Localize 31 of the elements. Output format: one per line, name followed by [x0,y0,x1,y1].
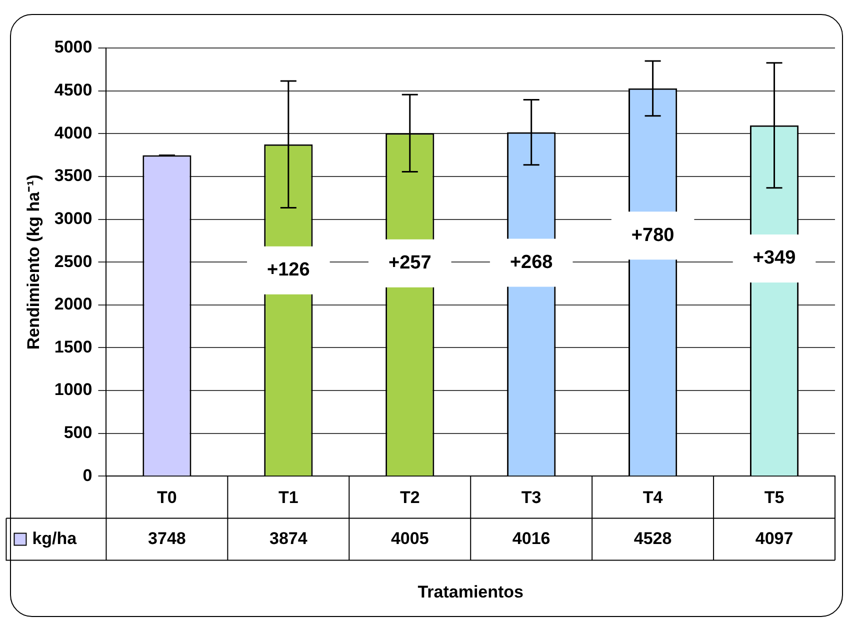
annotation: +268 [510,252,553,274]
y-tick-label: 5000 [54,38,92,57]
x-tick-label: T5 [764,488,784,508]
y-axis-title: Rendimiento (kg ha⁻¹) [24,174,43,350]
y-tick-label: 2500 [54,252,92,271]
data-label: 3874 [270,528,308,548]
x-tick-label: T2 [400,488,420,508]
x-axis-title: Tratamientos [418,582,524,602]
y-tick-label: 1500 [54,337,92,356]
y-tick-label: 0 [82,466,92,485]
y-tick-label: 500 [64,423,92,442]
x-tick-label: T1 [278,488,298,508]
annotation: +126 [267,260,310,281]
legend-label: kg/ha [32,528,78,548]
y-tick-label: 3000 [54,208,92,228]
y-tick-label: 4000 [54,123,92,142]
y-tick-label: 1000 [54,380,92,400]
x-tick-label: T0 [157,488,177,508]
data-label: 4097 [755,528,794,548]
y-tick-label: 2000 [54,294,92,314]
data-label: 4528 [634,528,672,548]
y-tick-label: 4500 [54,80,92,100]
y-tick-label: 3500 [54,166,92,186]
data-label: 3748 [148,528,186,548]
data-label: 4016 [512,528,550,548]
annotation: +257 [388,252,432,274]
annotation: +780 [631,224,674,246]
x-tick-label: T4 [642,488,664,508]
x-tick-label: T3 [521,488,542,508]
annotation: +349 [752,248,796,269]
data-label: 4005 [390,528,429,548]
